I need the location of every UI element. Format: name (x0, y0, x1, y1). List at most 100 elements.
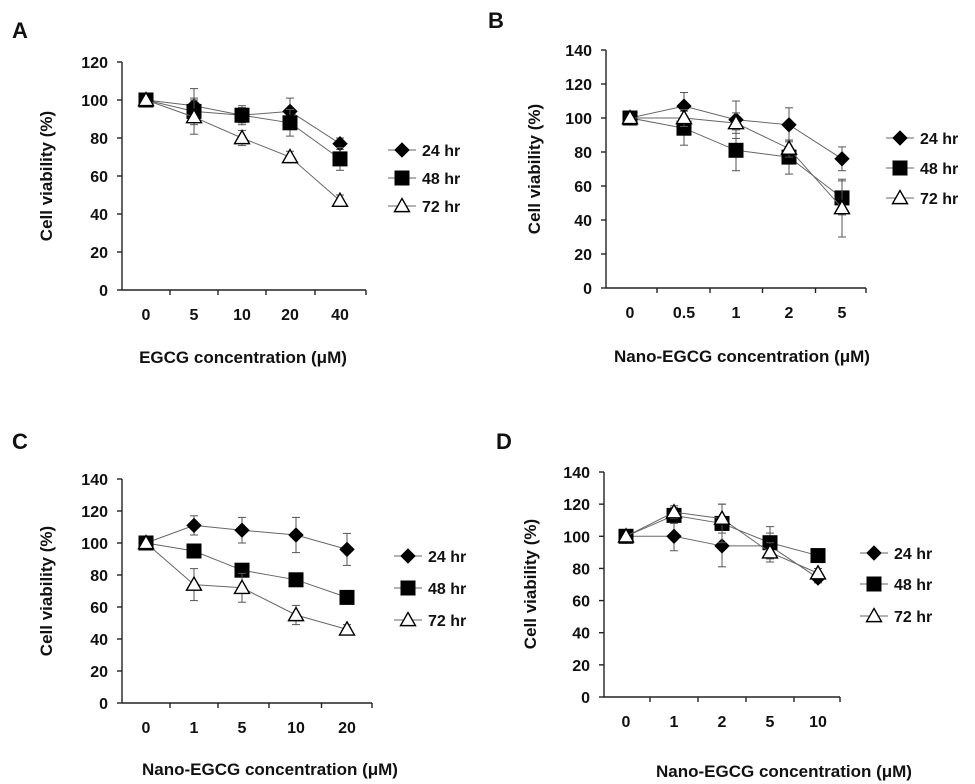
legend-entry: 72 hr (394, 611, 466, 630)
chart-panel-a: A 0 20 40 60 80 100 120 0 5 10 20 40 EGCG concentrati… (12, 18, 460, 367)
y-tick-label: 80 (90, 131, 108, 148)
legend-entry: 24 hr (394, 548, 466, 566)
legend-entry: 24 hr (860, 545, 932, 563)
x-tick-label: 0 (142, 720, 151, 737)
data-point (338, 620, 356, 636)
y-axis-title: Cell viability (%) (37, 111, 56, 241)
data-point (727, 114, 745, 130)
legend-entry: 24 hr (388, 142, 460, 160)
y-tick-label: 60 (574, 179, 592, 196)
chart-panel-b: B 0 20 40 60 80 100 120 140 0 0.5 1 2 5 Nano-EGCG conc… (488, 8, 958, 366)
y-tick-label: 20 (90, 664, 108, 681)
y-tick-label: 120 (81, 55, 108, 72)
x-tick-label: 5 (190, 307, 199, 324)
data-point (809, 564, 827, 580)
panel-letter: C (12, 429, 28, 454)
x-tick-label: 10 (287, 720, 305, 737)
panel-letter: A (12, 18, 28, 43)
y-tick-label: 0 (99, 696, 108, 713)
y-tick-label: 140 (81, 472, 108, 489)
legend-marker (866, 576, 882, 592)
x-tick-label: 1 (732, 305, 741, 322)
data-point (810, 548, 826, 564)
y-tick-label: 0 (583, 281, 592, 298)
data-point (675, 109, 693, 125)
series-72-hr (617, 503, 827, 580)
legend-entry: 48 hr (394, 580, 466, 598)
data-point (137, 91, 155, 107)
series-line (145, 542, 348, 630)
x-axis-title: Nano-EGCG concentration (μM) (614, 347, 870, 366)
y-tick-label: 140 (565, 43, 592, 60)
legend-label: 72 hr (428, 613, 466, 630)
data-point (621, 109, 639, 125)
y-axis-title: Cell viability (%) (521, 519, 540, 649)
legend-label: 24 hr (920, 131, 958, 148)
data-point (288, 527, 304, 543)
legend-marker (394, 142, 410, 158)
data-point (665, 503, 683, 519)
data-point (233, 578, 251, 595)
series-72-hr (137, 534, 356, 636)
legend-marker (865, 607, 883, 623)
data-point (282, 115, 298, 131)
y-tick-label: 100 (565, 111, 592, 128)
data-point (185, 575, 203, 591)
chart-panel-c: C 0 20 40 60 80 100 120 140 0 1 5 10 20 Nano-EGCG conc… (12, 429, 466, 779)
y-tick-label: 0 (581, 690, 590, 707)
data-point (761, 543, 779, 559)
x-tick-label: 0.5 (673, 305, 695, 322)
chart-panel-d: D 0 20 40 60 80 100 120 140 0 1 2 5 10 Nano-EGCG conce… (496, 429, 932, 781)
panel-letter: B (488, 8, 504, 33)
x-tick-label: 20 (338, 720, 356, 737)
data-point (834, 151, 850, 167)
legend-label: 48 hr (920, 161, 958, 178)
data-point (288, 572, 304, 588)
data-point (186, 517, 202, 534)
legend-label: 72 hr (422, 199, 460, 216)
x-tick-label: 5 (238, 720, 247, 737)
series-72-hr (621, 109, 851, 238)
y-tick-label: 80 (90, 568, 108, 585)
legend-marker (892, 160, 908, 176)
data-point (234, 107, 250, 123)
legend-entry: 72 hr (886, 189, 958, 208)
y-tick-label: 40 (90, 207, 108, 224)
y-tick-label: 60 (90, 169, 108, 186)
legend-label: 24 hr (894, 546, 932, 563)
y-axis-title: Cell viability (%) (37, 526, 56, 656)
data-point (833, 199, 851, 215)
data-point (339, 589, 355, 605)
legend-marker (400, 580, 416, 596)
legend-marker (393, 197, 411, 213)
series-48-hr (138, 535, 355, 605)
y-tick-label: 80 (572, 561, 590, 578)
data-point (339, 541, 355, 558)
x-tick-label: 0 (626, 305, 635, 322)
data-point (234, 522, 250, 538)
legend-marker (400, 548, 416, 564)
x-tick-label: 10 (809, 714, 827, 731)
data-point (713, 509, 731, 525)
legend-entry: 48 hr (886, 160, 958, 178)
data-point (186, 543, 202, 559)
y-tick-label: 60 (572, 594, 590, 611)
data-point (728, 142, 744, 158)
legend-marker (892, 130, 908, 146)
y-tick-label: 120 (81, 504, 108, 521)
panel-letter: D (496, 429, 512, 454)
y-tick-label: 100 (563, 529, 590, 546)
data-point (233, 129, 251, 145)
x-tick-label: 5 (766, 714, 775, 731)
y-tick-label: 20 (574, 247, 592, 264)
y-tick-label: 80 (574, 145, 592, 162)
legend-entry: 72 hr (388, 197, 460, 216)
legend-marker (866, 545, 882, 561)
x-tick-label: 40 (331, 307, 349, 324)
legend-label: 24 hr (422, 143, 460, 160)
legend-marker (399, 611, 417, 627)
x-axis-title: Nano-EGCG concentration (μM) (142, 760, 398, 779)
series-72-hr (137, 91, 349, 208)
y-tick-label: 40 (574, 213, 592, 230)
